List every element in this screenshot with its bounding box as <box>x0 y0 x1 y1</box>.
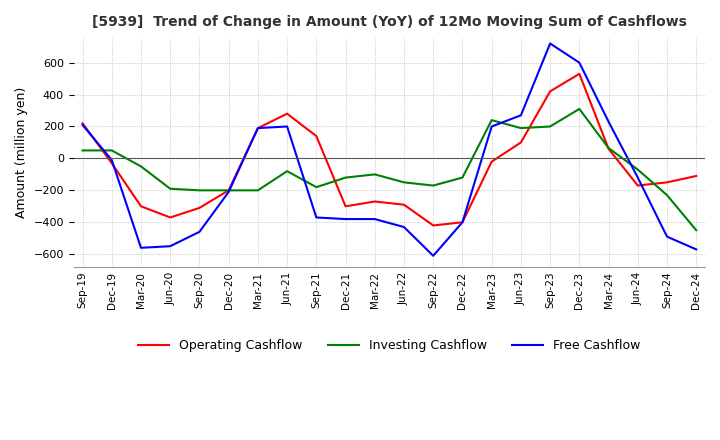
Operating Cashflow <box>312 133 320 139</box>
Free Cashflow <box>546 41 554 46</box>
Operating Cashflow <box>253 125 262 131</box>
Operating Cashflow <box>604 146 613 151</box>
Operating Cashflow <box>225 188 233 193</box>
Investing Cashflow <box>487 117 496 123</box>
Investing Cashflow <box>516 125 525 131</box>
Operating Cashflow <box>400 202 408 207</box>
Operating Cashflow <box>634 183 642 188</box>
Investing Cashflow <box>400 180 408 185</box>
Investing Cashflow <box>634 167 642 172</box>
Free Cashflow <box>692 247 701 252</box>
Free Cashflow <box>400 224 408 230</box>
Investing Cashflow <box>283 169 292 174</box>
Investing Cashflow <box>166 186 174 191</box>
Line: Free Cashflow: Free Cashflow <box>83 44 696 256</box>
Operating Cashflow <box>692 173 701 179</box>
Operating Cashflow <box>487 159 496 164</box>
Investing Cashflow <box>137 164 145 169</box>
Operating Cashflow <box>371 199 379 204</box>
Investing Cashflow <box>429 183 438 188</box>
Free Cashflow <box>78 122 87 128</box>
Free Cashflow <box>516 113 525 118</box>
Title: [5939]  Trend of Change in Amount (YoY) of 12Mo Moving Sum of Cashflows: [5939] Trend of Change in Amount (YoY) o… <box>92 15 687 29</box>
Free Cashflow <box>312 215 320 220</box>
Operating Cashflow <box>429 223 438 228</box>
Investing Cashflow <box>195 188 204 193</box>
Investing Cashflow <box>253 188 262 193</box>
Free Cashflow <box>341 216 350 222</box>
Investing Cashflow <box>371 172 379 177</box>
Operating Cashflow <box>137 204 145 209</box>
Operating Cashflow <box>78 121 87 126</box>
Free Cashflow <box>604 119 613 125</box>
Free Cashflow <box>166 244 174 249</box>
Investing Cashflow <box>107 148 116 153</box>
Operating Cashflow <box>458 220 467 225</box>
Investing Cashflow <box>458 175 467 180</box>
Operating Cashflow <box>107 161 116 166</box>
Investing Cashflow <box>312 184 320 190</box>
Free Cashflow <box>253 125 262 131</box>
Operating Cashflow <box>546 89 554 94</box>
Free Cashflow <box>575 60 584 65</box>
Investing Cashflow <box>604 145 613 150</box>
Y-axis label: Amount (million yen): Amount (million yen) <box>15 86 28 218</box>
Operating Cashflow <box>166 215 174 220</box>
Free Cashflow <box>107 158 116 163</box>
Investing Cashflow <box>225 188 233 193</box>
Investing Cashflow <box>575 106 584 112</box>
Legend: Operating Cashflow, Investing Cashflow, Free Cashflow: Operating Cashflow, Investing Cashflow, … <box>133 334 646 357</box>
Free Cashflow <box>429 253 438 258</box>
Free Cashflow <box>662 234 671 239</box>
Line: Investing Cashflow: Investing Cashflow <box>83 109 696 230</box>
Free Cashflow <box>458 220 467 225</box>
Free Cashflow <box>283 124 292 129</box>
Investing Cashflow <box>662 192 671 198</box>
Operating Cashflow <box>283 111 292 116</box>
Operating Cashflow <box>575 71 584 77</box>
Investing Cashflow <box>546 124 554 129</box>
Free Cashflow <box>634 175 642 180</box>
Operating Cashflow <box>662 180 671 185</box>
Line: Operating Cashflow: Operating Cashflow <box>83 74 696 225</box>
Free Cashflow <box>371 216 379 222</box>
Free Cashflow <box>225 189 233 194</box>
Operating Cashflow <box>341 204 350 209</box>
Free Cashflow <box>137 245 145 250</box>
Investing Cashflow <box>78 148 87 153</box>
Investing Cashflow <box>692 227 701 233</box>
Operating Cashflow <box>195 205 204 210</box>
Operating Cashflow <box>516 140 525 145</box>
Free Cashflow <box>195 229 204 235</box>
Investing Cashflow <box>341 175 350 180</box>
Free Cashflow <box>487 124 496 129</box>
